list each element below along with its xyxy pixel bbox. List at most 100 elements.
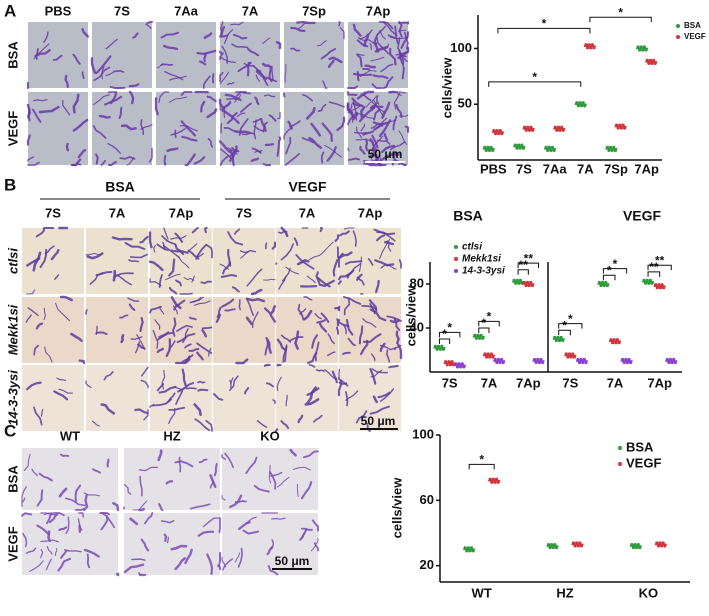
cell [122, 335, 124, 342]
micrograph [92, 92, 152, 165]
chart-title: BSA [453, 208, 483, 224]
micrograph-bg [124, 448, 220, 510]
cell [114, 71, 124, 72]
column-label: 7Ap [366, 3, 391, 18]
micrograph-bg [22, 513, 118, 575]
cell [366, 66, 375, 67]
cell [187, 388, 196, 389]
cell [358, 72, 359, 80]
micrograph [86, 297, 148, 363]
micrograph [22, 297, 84, 363]
micrograph [213, 365, 275, 431]
micrograph-bg [156, 92, 216, 165]
column-label: 7S [45, 205, 61, 220]
cell [239, 300, 240, 310]
micrograph [348, 22, 408, 88]
micrograph [276, 297, 338, 363]
cell [265, 365, 270, 366]
micrograph [28, 22, 88, 88]
cell [220, 52, 222, 53]
row-label: BSA [5, 465, 20, 493]
x-tick-label: 7Ap [647, 375, 672, 390]
legend-marker [618, 462, 622, 466]
significance-label: * [487, 310, 492, 324]
x-tick-label: 7S [442, 375, 458, 390]
micrograph-bg [276, 365, 338, 431]
cell [236, 132, 250, 133]
cell [140, 509, 144, 510]
cell [108, 460, 109, 467]
cell [219, 518, 220, 532]
legend-marker [676, 35, 680, 39]
x-tick-label: 7S [516, 161, 532, 176]
micrograph [92, 22, 152, 88]
micrograph [22, 513, 118, 575]
x-tick-label: 7A [577, 161, 594, 176]
row-label: 14-3-3ysi [5, 370, 20, 426]
cell [203, 327, 212, 328]
micrograph [222, 448, 318, 510]
column-label: KO [260, 428, 280, 443]
legend-marker [618, 446, 622, 450]
y-axis-label: cells/view [403, 285, 418, 347]
micrograph-bg [86, 297, 148, 363]
group-label: VEGF [288, 179, 327, 195]
row-label: ctlsi [5, 248, 20, 274]
cell [276, 263, 277, 265]
micrograph [284, 92, 344, 165]
cell [198, 382, 205, 383]
micrograph [150, 365, 212, 431]
cell [44, 228, 54, 229]
cell [403, 68, 404, 79]
micrograph-bg [156, 22, 216, 88]
row-label: VEGF [5, 111, 20, 146]
cell [161, 64, 172, 65]
row-label: BSA [5, 41, 20, 69]
micrograph [339, 228, 401, 294]
column-label: 7A [109, 205, 126, 220]
cell [363, 69, 369, 70]
column-label: 7Aa [174, 3, 199, 18]
micrograph-bg [92, 22, 152, 88]
x-tick-label: 7S [562, 375, 578, 390]
cell [272, 518, 285, 519]
micrograph [276, 365, 338, 431]
significance-label: * [479, 453, 484, 467]
cell [198, 390, 207, 391]
cell [117, 574, 118, 575]
y-tick-label: 50 [458, 96, 472, 111]
y-tick-label: 100 [450, 40, 472, 55]
significance-label: * [618, 5, 623, 19]
cell [220, 35, 227, 36]
micrograph [22, 448, 118, 510]
micrograph-bg [22, 365, 84, 431]
cell [266, 243, 267, 248]
legend-marker [454, 257, 458, 261]
cell [221, 124, 222, 133]
column-label: 7Ap [358, 205, 383, 220]
micrograph [28, 92, 88, 165]
cell [111, 87, 125, 88]
column-label: 7Ap [169, 205, 194, 220]
cell [83, 72, 84, 78]
cell [180, 294, 192, 295]
cell [204, 53, 205, 61]
micrograph [213, 297, 275, 363]
micrograph [284, 22, 344, 88]
cell [29, 109, 30, 120]
significance-label: ** [524, 251, 534, 265]
micrograph [22, 228, 84, 294]
y-tick-label: 60 [420, 492, 434, 507]
row-label: Mekk1si [5, 304, 20, 355]
x-tick-label: 7Aa [543, 161, 568, 176]
panel-label: B [4, 175, 16, 194]
significance-label: * [568, 312, 573, 326]
cell [284, 93, 285, 96]
cell [67, 144, 68, 150]
column-label: HZ [163, 428, 180, 443]
cell [266, 144, 273, 145]
x-tick-label: 7Ap [516, 375, 541, 390]
micrograph-bg [22, 448, 118, 510]
x-tick-label: 7Sp [604, 161, 628, 176]
